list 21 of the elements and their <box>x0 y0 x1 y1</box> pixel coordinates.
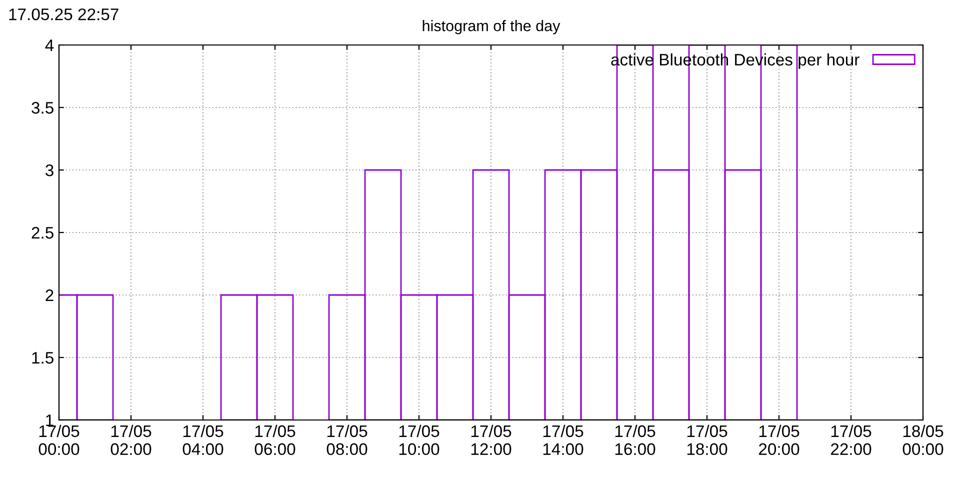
y-tick-label: 2 <box>46 289 54 302</box>
x-tick-label: 17/05 12:00 <box>471 424 512 456</box>
x-tick-label: 17/05 16:00 <box>615 424 656 456</box>
y-tick-label: 1.5 <box>32 352 54 364</box>
x-tick-label: 17/05 14:00 <box>543 424 584 456</box>
x-tick-label: 17/05 08:00 <box>326 424 368 456</box>
y-tick-label: 2.5 <box>32 226 54 239</box>
x-tick-label: 18/05 00:00 <box>902 424 944 456</box>
y-tick-label: 3.5 <box>32 102 54 114</box>
x-tick-label: 17/05 18:00 <box>687 424 728 456</box>
x-tick-label: 17/05 22:00 <box>830 424 872 456</box>
x-tick-label: 17/05 20:00 <box>758 424 800 456</box>
x-tick-label: 17/05 00:00 <box>38 424 80 456</box>
x-tick-label: 17/05 06:00 <box>254 424 296 456</box>
x-tick-label: 17/05 02:00 <box>110 424 152 456</box>
y-tick-label: 4 <box>45 40 54 52</box>
chart-title: histogram of the day <box>422 20 560 34</box>
x-tick-label: 17/05 10:00 <box>399 424 440 456</box>
x-tick-label: 17/05 04:00 <box>182 424 224 456</box>
text: 17.05.25 22:57 <box>9 8 118 20</box>
y-tick-label: 3 <box>46 164 54 176</box>
